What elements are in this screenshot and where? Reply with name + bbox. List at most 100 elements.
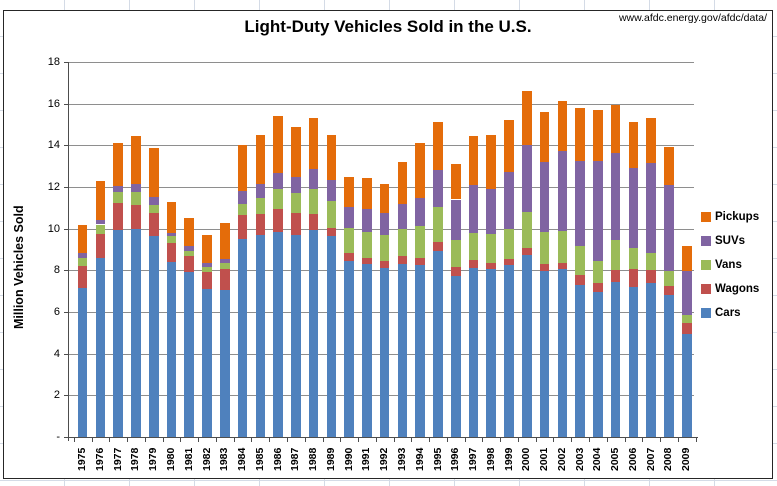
bar-segment-2007-suvs [646, 163, 656, 253]
bar-segment-2007-cars [646, 282, 656, 437]
bar-segment-1999-pickups [504, 120, 514, 173]
bar-segment-2006-wagons [628, 269, 639, 287]
bar-segment-2007-wagons [646, 270, 656, 283]
x-axis-tick [233, 437, 235, 442]
bar-segment-2000-pickups [522, 91, 532, 146]
bar-segment-1981-pickups [184, 218, 195, 247]
bar-segment-2003-cars [575, 284, 585, 437]
x-axis-tick [269, 437, 271, 442]
y-axis-tick [64, 145, 68, 147]
bar-segment-1999-cars [504, 265, 514, 437]
bar-segment-1983-suvs [220, 258, 230, 264]
bar-segment-1998-vans [486, 233, 497, 264]
bar-segment-2007-pickups [646, 118, 656, 164]
bar-segment-1976-pickups [95, 180, 106, 221]
bar-segment-1988-pickups [308, 118, 319, 170]
bar-segment-2004-vans [593, 260, 603, 283]
y-tick-label: 14 [47, 139, 60, 152]
bar-segment-1978-wagons [131, 204, 141, 229]
bar-segment-1979-cars [148, 235, 159, 437]
chart-title: Light-Duty Vehicles Sold in the U.S. [244, 17, 532, 36]
bar-segment-1986-wagons [273, 208, 283, 232]
x-axis-tick [144, 437, 146, 442]
x-axis-tick [358, 437, 360, 442]
x-tick-label: 1975 [76, 447, 89, 471]
bar-segment-1978-pickups [131, 135, 141, 184]
bar-segment-1984-wagons [237, 215, 248, 240]
bar-segment-2002-wagons [557, 263, 568, 270]
x-axis-tick [251, 437, 253, 442]
y-axis-tick [64, 353, 68, 355]
x-tick-label: 1977 [111, 447, 124, 471]
bar-segment-2008-vans [664, 271, 674, 286]
x-axis-tick [571, 437, 573, 442]
bar-segment-1993-cars [397, 264, 408, 437]
x-tick-label: 1978 [129, 447, 142, 471]
bar-segment-1992-wagons [379, 260, 390, 269]
bar-segment-2003-vans [575, 246, 585, 275]
x-axis-tick [340, 437, 342, 442]
bar-segment-1992-suvs [379, 213, 390, 235]
bar-segment-1975-vans [77, 257, 88, 267]
bar-segment-2002-pickups [557, 100, 568, 151]
bar-segment-2008-pickups [664, 147, 674, 185]
bar-segment-1976-cars [95, 257, 106, 437]
bar-segment-1987-pickups [291, 126, 301, 177]
x-tick-label: 1989 [324, 447, 337, 471]
bar-segment-1993-suvs [397, 203, 408, 229]
x-axis-tick [500, 437, 502, 442]
bar-segment-1976-suvs [95, 220, 106, 225]
bar-segment-2006-pickups [628, 122, 639, 169]
x-axis-tick [677, 437, 679, 442]
bar-segment-1984-suvs [237, 191, 248, 204]
bar-segment-1991-suvs [362, 208, 372, 232]
bar-segment-2002-vans [557, 230, 568, 264]
x-axis-tick [375, 437, 377, 442]
y-axis-tick [64, 312, 68, 313]
bar-segment-1997-suvs [468, 184, 479, 233]
bar-segment-1999-suvs [504, 172, 514, 229]
chart-object[interactable]: www.afdc.energy.gov/afdc/data/ Light-Dut… [3, 10, 773, 479]
x-axis-tick [429, 437, 431, 442]
bar-segment-2000-wagons [522, 248, 532, 255]
bar-segment-1975-suvs [77, 252, 88, 258]
bar-segment-2005-pickups [610, 104, 621, 153]
x-axis-tick [73, 437, 75, 442]
bar-segment-1997-wagons [468, 259, 479, 269]
bar-segment-2004-wagons [593, 282, 603, 293]
bar-segment-1977-vans [113, 192, 124, 203]
plot-area: 18 16 14 12 10 8 6 4 2 - 1975 1976 1977 1978 1979 1980 1… [4, 11, 772, 478]
y-axis-tick [64, 395, 68, 397]
y-axis-line [68, 62, 69, 441]
bar-segment-1977-suvs [113, 185, 124, 193]
bar-segment-1995-cars [433, 250, 443, 437]
bar-segment-1981-wagons [184, 255, 195, 273]
bar-segment-1982-pickups [202, 234, 212, 264]
bar-segment-1976-vans [95, 224, 106, 234]
x-axis-tick [517, 437, 519, 442]
x-tick-label: 1990 [342, 447, 355, 471]
x-axis-tick [695, 437, 697, 442]
x-tick-label: 2007 [644, 447, 657, 471]
bar-segment-1980-cars [166, 262, 177, 437]
y-tick-label: - [56, 431, 60, 443]
y-tick-label: 18 [47, 56, 60, 68]
bar-segment-1994-vans [415, 225, 426, 258]
x-tick-label: 1979 [147, 447, 160, 471]
bar-segment-1988-wagons [308, 214, 319, 230]
x-axis-tick [446, 437, 448, 442]
bar-segment-1980-suvs [166, 232, 177, 236]
bar-segment-1994-cars [415, 265, 426, 437]
bar-segment-1980-vans [166, 235, 177, 244]
y-tick-label: 4 [53, 347, 60, 360]
x-axis-tick [162, 437, 164, 442]
x-axis-tick [215, 437, 217, 442]
x-axis-tick [198, 437, 200, 442]
x-axis-line [68, 437, 698, 438]
bar-segment-1985-wagons [255, 214, 266, 235]
bar-segment-2006-suvs [628, 168, 639, 249]
bar-segment-2005-vans [610, 240, 621, 271]
x-axis-tick [535, 437, 537, 442]
bar-segment-1979-pickups [148, 148, 159, 198]
